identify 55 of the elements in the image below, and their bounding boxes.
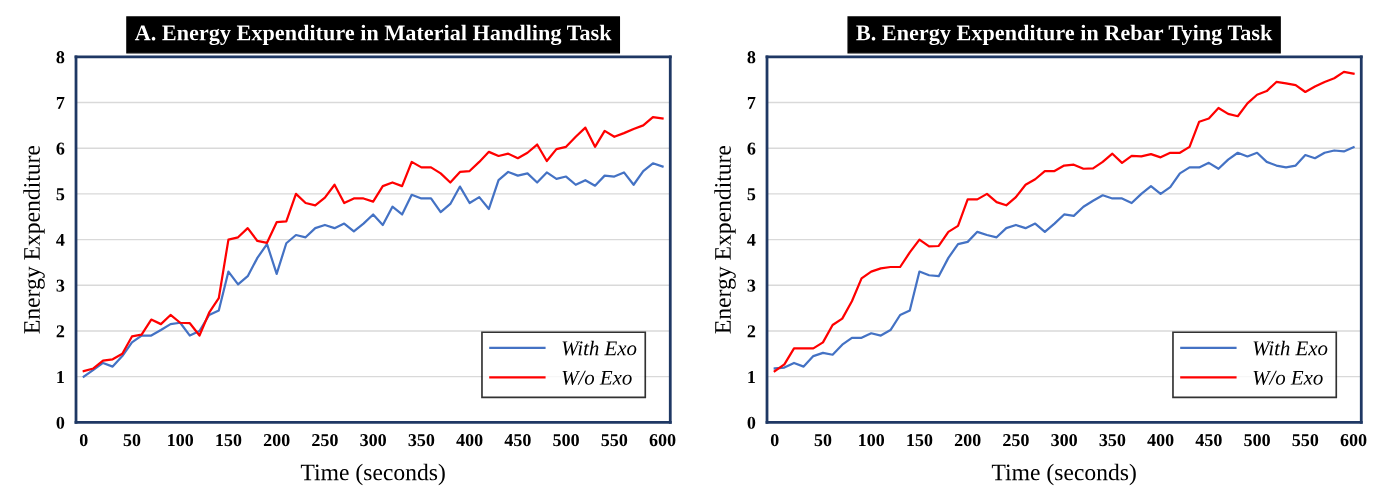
x-tick-label: 300	[1051, 434, 1077, 447]
x-tick-label: 100	[168, 434, 194, 447]
x-tick-label: 0	[770, 434, 779, 447]
x-tick-label: 200	[954, 434, 981, 447]
chart-title: A. Energy Expenditure in Material Handling Task	[134, 24, 612, 46]
y-tick-label: 5	[56, 188, 65, 201]
y-tick-label: 4	[56, 233, 65, 246]
x-tick-label: 150	[216, 434, 242, 447]
y-axis-title: Energy Expenditure	[714, 145, 736, 334]
x-tick-label: 250	[1003, 434, 1029, 447]
y-tick-label: 7	[56, 96, 65, 109]
x-tick-label: 400	[1147, 434, 1174, 447]
x-tick-label: 350	[408, 434, 435, 447]
x-tick-label: 500	[1244, 434, 1270, 447]
y-tick-label: 3	[747, 279, 756, 292]
y-tick-label: 1	[57, 371, 64, 383]
y-tick-label: 4	[747, 233, 756, 246]
y-tick-label: 7	[747, 96, 756, 109]
x-axis-title: Time (seconds)	[991, 463, 1136, 486]
y-tick-label: 3	[56, 279, 65, 292]
x-tick-label: 400	[456, 434, 483, 447]
y-axis-title: Energy Expenditure	[23, 145, 45, 334]
x-tick-label: 50	[123, 434, 141, 447]
x-tick-label: 300	[360, 434, 386, 447]
line-series	[773, 146, 1355, 370]
y-tick-label: 6	[56, 142, 65, 155]
x-tick-label: 550	[601, 434, 628, 447]
x-tick-label: 50	[814, 434, 832, 447]
y-tick-label: 8	[56, 51, 65, 64]
x-tick-label: 150	[907, 434, 933, 447]
x-tick-label: 550	[1292, 434, 1319, 447]
chart-title: B. Energy Expenditure in Rebar Tying Task	[856, 24, 1273, 46]
legend-label: With Exo	[562, 340, 637, 356]
x-tick-label: 500	[553, 434, 579, 447]
y-tick-label: 6	[747, 142, 756, 155]
y-tick-label: 1	[748, 371, 755, 383]
x-tick-label: 100	[859, 434, 885, 447]
legend-label: With Exo	[1253, 340, 1328, 356]
x-tick-label: 250	[312, 434, 338, 447]
y-tick-label: 0	[747, 416, 756, 429]
x-tick-label: 600	[1340, 434, 1367, 447]
x-tick-label: 350	[1099, 434, 1126, 447]
y-tick-label: 2	[747, 325, 756, 338]
y-tick-label: 8	[747, 51, 756, 64]
x-tick-label: 600	[649, 434, 676, 447]
legend-label: W/o Exo	[562, 370, 632, 385]
y-tick-label: 2	[56, 325, 65, 338]
y-tick-label: 0	[56, 416, 65, 429]
x-tick-label: 450	[1195, 434, 1222, 447]
legend-label: W/o Exo	[1253, 370, 1323, 385]
x-axis-title: Time (seconds)	[300, 463, 445, 486]
x-tick-label: 200	[263, 434, 290, 447]
y-tick-label: 5	[747, 188, 756, 201]
x-tick-label: 450	[504, 434, 531, 447]
x-tick-label: 0	[79, 434, 88, 447]
